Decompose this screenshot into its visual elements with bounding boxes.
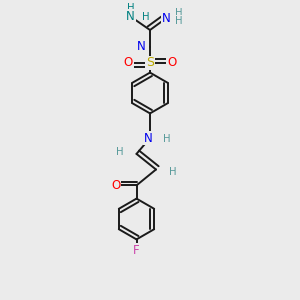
Text: F: F (133, 244, 140, 257)
Text: O: O (167, 56, 176, 70)
Text: N: N (126, 10, 135, 23)
Text: H: H (127, 3, 134, 14)
Text: H: H (175, 8, 182, 18)
Text: N: N (162, 11, 171, 25)
Text: S: S (146, 56, 154, 70)
Text: H: H (175, 16, 182, 26)
Text: O: O (124, 56, 133, 70)
Text: O: O (111, 179, 120, 192)
Text: H: H (116, 147, 124, 158)
Text: H: H (142, 11, 150, 22)
Text: N: N (137, 40, 146, 53)
Text: N: N (144, 131, 153, 145)
Text: H: H (169, 167, 176, 177)
Text: H: H (163, 134, 170, 145)
